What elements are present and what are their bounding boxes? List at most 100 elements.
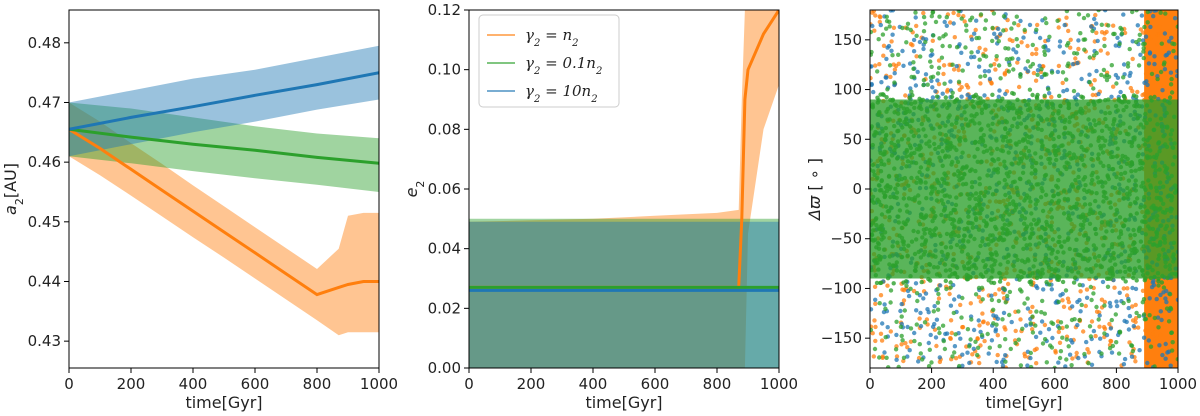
scatter-point: [922, 21, 928, 26]
scatter-point: [1149, 71, 1155, 77]
scatter-point: [940, 43, 945, 49]
y-tick-label: 0.08: [428, 120, 461, 138]
scatter-point: [1076, 12, 1082, 17]
scatter-point: [930, 95, 936, 100]
y-tick-label: 0.04: [428, 240, 461, 258]
scatter-point: [996, 94, 1001, 100]
scatter-point: [1121, 286, 1127, 291]
point-orange: [315, 293, 319, 296]
scatter-point: [1164, 306, 1170, 311]
scatter-point: [1133, 359, 1138, 364]
scatter-point: [935, 307, 941, 312]
scatter-point: [1136, 325, 1141, 330]
scatter-point: [1022, 351, 1027, 356]
scatter-point: [941, 71, 946, 77]
scatter-point: [884, 14, 889, 19]
scatter-point: [995, 352, 1000, 358]
scatter-point: [951, 310, 956, 316]
scatter-point: [1107, 321, 1112, 327]
scatter-point: [1060, 80, 1065, 86]
scatter-point: [948, 318, 954, 323]
scatter-point: [1099, 351, 1104, 356]
scatter-point: [870, 81, 874, 87]
scatter-point: [947, 291, 952, 297]
scatter-point: [964, 23, 969, 28]
scatter-point: [1164, 84, 1170, 90]
scatter-point: [1105, 284, 1111, 289]
scatter-point: [874, 280, 880, 286]
scatter-point: [935, 78, 940, 83]
scatter-point: [1090, 92, 1096, 98]
scatter-point: [1139, 13, 1145, 18]
scatter-point: [1064, 43, 1070, 48]
scatter-point: [889, 48, 894, 53]
scatter-point: [1148, 344, 1154, 349]
scatter-point: [1104, 77, 1110, 83]
scatter-point: [1114, 81, 1119, 86]
scatter-point: [936, 81, 942, 87]
scatter-point: [969, 37, 975, 42]
scatter-point: [905, 345, 910, 350]
scatter-point: [1029, 282, 1034, 287]
y-tick-label: 0.43: [28, 332, 61, 350]
scatter-point: [1102, 74, 1108, 79]
scatter-point: [964, 28, 969, 33]
scatter-point: [1053, 350, 1058, 355]
scatter-point: [903, 279, 909, 284]
scatter-point: [1169, 90, 1175, 95]
scatter-point: [1162, 31, 1168, 36]
y-tick-label: 0.10: [428, 61, 461, 79]
scatter-point: [921, 14, 927, 20]
scatter-point: [982, 338, 987, 344]
scatter-point: [929, 48, 934, 53]
scatter-point: [1143, 34, 1149, 39]
scatter-point: [1027, 22, 1033, 28]
scatter-point: [1057, 39, 1063, 44]
scatter-point: [914, 308, 919, 313]
scatter-point: [1074, 350, 1079, 356]
scatter-point: [1145, 10, 1150, 15]
scatter-point: [936, 58, 942, 63]
scatter-point: [942, 19, 947, 25]
scatter-point: [980, 320, 986, 325]
scatter-point: [972, 31, 977, 36]
scatter-point: [1156, 325, 1161, 330]
scatter-point: [1003, 353, 1008, 358]
scatter-point: [914, 54, 919, 59]
scatter-point: [976, 64, 982, 69]
scatter-point: [896, 61, 901, 66]
scatter-point: [1052, 365, 1057, 368]
scatter-point: [936, 65, 942, 71]
scatter-point: [1013, 328, 1018, 334]
scatter-point: [991, 11, 997, 16]
scatter-point: [1175, 24, 1178, 29]
scatter-point: [1075, 299, 1080, 305]
scatter-point: [1057, 355, 1063, 361]
scatter-point: [1087, 80, 1092, 85]
scatter-point: [1121, 75, 1126, 80]
scatter-point: [1166, 319, 1172, 324]
scatter-point: [1152, 61, 1157, 67]
scatter-point: [1057, 340, 1063, 345]
scatter-point: [1047, 91, 1052, 96]
scatter-point: [899, 314, 904, 319]
scatter-point: [918, 324, 924, 329]
scatter-point: [1113, 43, 1119, 48]
scatter-point: [1007, 312, 1012, 318]
scatter-point: [1091, 86, 1096, 91]
scatter-point: [1069, 363, 1074, 368]
scatter-point: [878, 293, 884, 298]
scatter-point: [1040, 341, 1046, 346]
scatter-point: [1018, 18, 1023, 24]
scatter-point: [951, 21, 956, 26]
scatter-point: [907, 61, 913, 66]
scatter-point: [960, 325, 965, 330]
scatter-point: [1055, 18, 1060, 23]
x-tick-label: 200: [117, 375, 146, 393]
scatter-point: [890, 53, 895, 58]
scatter-point: [878, 22, 883, 28]
scatter-point: [1143, 71, 1149, 77]
scatter-point: [952, 35, 957, 40]
scatter-point: [1169, 330, 1175, 335]
scatter-point: [1127, 46, 1132, 52]
